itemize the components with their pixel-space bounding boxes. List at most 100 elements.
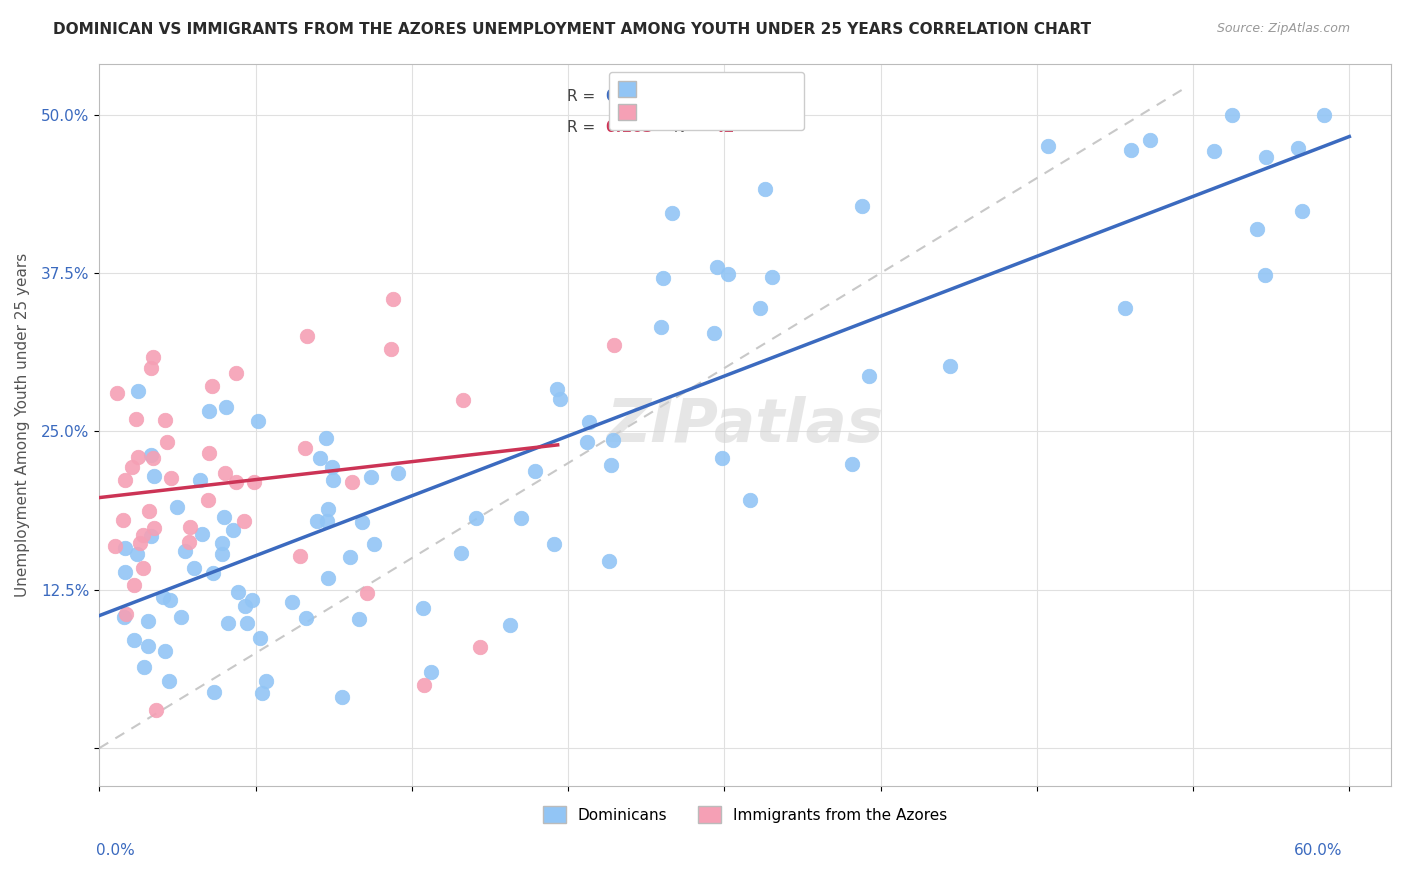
Point [232,514,254,528]
Point [1139,133,1161,147]
Point [142,469,165,483]
Point [132,660,155,674]
Point [749,301,772,316]
Point [139,361,162,376]
Point [470,640,492,654]
Point [166,500,188,515]
Point [170,609,193,624]
Point [1256,150,1278,164]
Point [201,378,224,392]
Point [112,513,135,527]
Point [703,326,725,340]
Point [138,640,160,654]
Point [938,359,960,373]
Point [141,529,163,543]
Point [309,450,332,465]
Point [121,460,143,475]
Point [202,566,225,581]
Text: Source: ZipAtlas.com: Source: ZipAtlas.com [1216,22,1350,36]
Point [599,458,621,472]
Point [179,520,201,534]
Point [132,528,155,542]
Point [114,541,136,555]
Text: 98: 98 [713,89,734,104]
Point [114,565,136,579]
Point [142,350,165,364]
Legend: Dominicans, Immigrants from the Azores: Dominicans, Immigrants from the Azores [536,798,955,830]
Text: 42: 42 [713,120,734,135]
Point [197,492,219,507]
Point [339,550,361,565]
Point [650,320,672,334]
Point [136,614,159,628]
Point [217,616,239,631]
Text: 60.0%: 60.0% [1295,843,1343,858]
Y-axis label: Unemployment Among Youth under 25 years: Unemployment Among Youth under 25 years [15,253,30,598]
Point [145,703,167,717]
Text: N =: N = [664,120,707,135]
Point [179,535,201,549]
Point [242,593,264,607]
Point [114,473,136,487]
Point [214,467,236,481]
Point [212,510,235,524]
Point [1220,108,1243,122]
Point [356,585,378,599]
Point [602,337,624,351]
Point [1036,138,1059,153]
Point [294,441,316,455]
Point [652,271,675,285]
Point [249,632,271,646]
Point [851,199,873,213]
Point [499,618,522,632]
Text: N =: N = [664,89,707,104]
Point [321,459,343,474]
Point [183,561,205,575]
Point [307,514,329,528]
Text: 0.163: 0.163 [606,120,654,135]
Point [543,537,565,551]
Point [295,611,318,625]
Point [1291,204,1313,219]
Point [127,384,149,398]
Point [330,690,353,704]
Point [125,547,148,561]
Point [173,544,195,558]
Point [129,536,152,550]
Point [412,601,434,615]
Point [211,536,233,550]
Point [738,493,761,508]
Point [198,404,221,418]
Point [510,511,533,525]
Point [159,592,181,607]
Point [858,368,880,383]
Point [127,450,149,464]
Point [141,448,163,462]
Point [548,392,571,407]
Point [710,450,733,465]
Point [706,260,728,275]
Point [191,526,214,541]
Point [122,633,145,648]
Point [420,665,443,680]
Point [211,547,233,561]
Point [661,205,683,219]
Point [152,590,174,604]
Point [188,474,211,488]
Point [115,607,138,622]
Point [228,585,250,599]
Point [347,612,370,626]
Point [342,475,364,490]
Point [315,514,337,528]
Point [716,267,738,281]
Point [465,510,488,524]
Point [1114,301,1136,315]
Point [350,515,373,529]
Text: 0.0%: 0.0% [96,843,135,858]
Point [222,523,245,537]
Point [315,431,337,445]
Point [142,451,165,466]
Point [281,595,304,609]
Point [225,475,247,489]
Point [233,599,256,613]
